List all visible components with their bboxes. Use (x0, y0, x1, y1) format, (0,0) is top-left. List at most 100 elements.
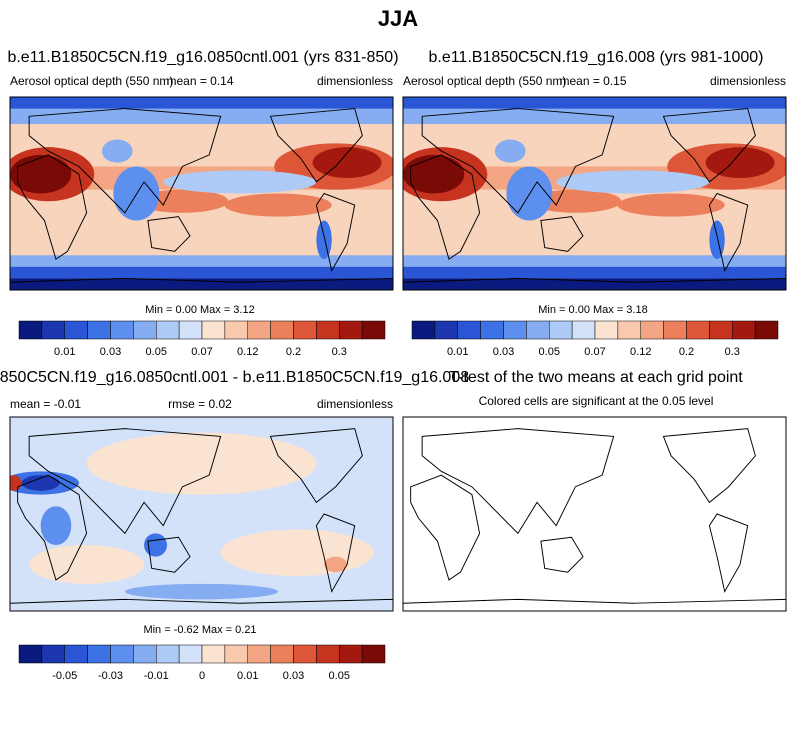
colorbar-box (571, 320, 596, 340)
colorbar-label: 0.2 (679, 346, 694, 358)
field-patch (40, 506, 72, 546)
center-string: mean = 0.14 (166, 74, 233, 88)
colorbar-label: 0.05 (146, 346, 167, 358)
colorbar-box (361, 320, 386, 340)
field-band (10, 278, 393, 290)
field-patch (617, 193, 725, 217)
colorbar-box (178, 320, 203, 340)
colorbar-box (247, 644, 271, 664)
field-patch (324, 556, 348, 573)
colorbar-box (270, 320, 294, 340)
colorbar-box (133, 644, 157, 664)
colorbar-box (201, 320, 226, 340)
field-patch (163, 170, 317, 194)
colorbar-box (617, 320, 641, 340)
field-band (403, 97, 786, 109)
colorbar-box (754, 320, 779, 340)
colorbar-box (87, 644, 111, 664)
colorbar-label: 0.01 (447, 346, 468, 358)
field-patch (136, 189, 229, 213)
colorbar-box (64, 320, 88, 340)
field-patch (101, 139, 133, 163)
panel-title: b.e11.B1850C5CN.f19_g16.0850cntl.001 - b… (0, 369, 469, 386)
colorbar-box (41, 320, 65, 340)
field-patch (403, 154, 465, 194)
field-patch (220, 529, 374, 577)
panel-title: b.e11.B1850C5CN.f19_g16.0850cntl.001 (yr… (7, 49, 398, 66)
map-frame (402, 416, 787, 612)
min-max: Min = 0.00 Max = 3.12 (145, 304, 254, 316)
panel-title: b.e11.B1850C5CN.f19_g16.008 (yrs 981-100… (428, 49, 763, 66)
colorbar-label: 0.05 (539, 346, 560, 358)
map (10, 97, 393, 290)
colorbar-box (411, 320, 436, 340)
colorbar-box (293, 320, 317, 340)
colorbar-label: 0.01 (237, 670, 258, 682)
colorbar-box (339, 320, 363, 340)
field-patch (709, 220, 725, 260)
field-band (10, 97, 393, 109)
field-patch (124, 583, 279, 600)
colorbar-box (293, 644, 317, 664)
field-band (403, 417, 786, 611)
field-band (403, 278, 786, 290)
colorbar-label: 0.03 (100, 346, 121, 358)
colorbar-box (663, 320, 687, 340)
map-frame (9, 96, 394, 291)
field-patch (29, 545, 145, 584)
field-patch (21, 475, 60, 491)
colorbar-box (640, 320, 664, 340)
map (403, 97, 786, 290)
colorbar-label: 0.3 (332, 346, 347, 358)
left-string: mean = -0.01 (10, 397, 81, 411)
figure-title: JJA (378, 6, 418, 31)
colorbar-box (316, 644, 340, 664)
field-patch (224, 193, 332, 217)
colorbar-box (594, 320, 619, 340)
colorbar-box (549, 320, 573, 340)
panel-subtitle: Colored cells are significant at the 0.0… (479, 394, 714, 408)
field-band (403, 266, 786, 279)
field-patch (86, 432, 317, 495)
colorbar-box (224, 320, 248, 340)
colorbar-label: 0.07 (191, 346, 212, 358)
colorbar-label: 0 (199, 670, 205, 682)
colorbar-label: 0.03 (283, 670, 304, 682)
colorbar-box (361, 644, 386, 664)
field-patch (10, 475, 22, 491)
colorbar-box (686, 320, 710, 340)
field-patch (144, 533, 168, 557)
colorbar-box (709, 320, 733, 340)
colorbar-label: 0.12 (630, 346, 651, 358)
colorbar-box (110, 644, 134, 664)
min-max: Min = -0.62 Max = 0.21 (143, 624, 256, 636)
map-frame (402, 96, 787, 291)
colorbar-label: 0.12 (237, 346, 258, 358)
center-string: mean = 0.15 (559, 74, 626, 88)
colorbar-box (732, 320, 756, 340)
colorbar-box (156, 320, 180, 340)
panel-title: T-test of the two means at each grid poi… (449, 369, 743, 386)
map (10, 417, 393, 611)
field-patch (494, 139, 526, 163)
colorbar-label: 0.07 (584, 346, 605, 358)
colorbar-label: -0.01 (144, 670, 169, 682)
colorbar-box (64, 644, 88, 664)
colorbar-label: -0.05 (52, 670, 77, 682)
right-string: dimensionless (317, 397, 393, 411)
colorbar-label: 0.01 (54, 346, 75, 358)
colorbar-box (434, 320, 458, 340)
map (403, 417, 786, 611)
center-string: rmse = 0.02 (168, 397, 232, 411)
colorbar-box (156, 644, 180, 664)
colorbar-box (18, 644, 43, 664)
field-band (10, 266, 393, 279)
colorbar-box (87, 320, 111, 340)
field-patch (312, 147, 382, 179)
colorbar-label: 0.03 (493, 346, 514, 358)
colorbar-label: -0.03 (98, 670, 123, 682)
colorbar-box (270, 644, 294, 664)
map-frame (9, 416, 394, 612)
colorbar-box (224, 644, 248, 664)
